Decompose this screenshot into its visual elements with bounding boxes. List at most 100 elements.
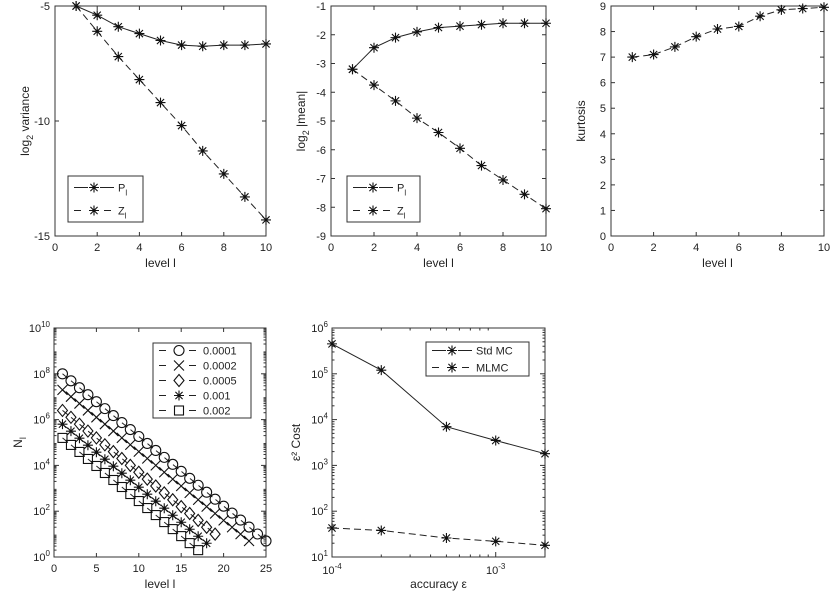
x-axis-label: accuracy ε: [410, 577, 467, 591]
x-tick-label: 8: [500, 242, 506, 254]
y-tick-label: -3: [316, 59, 326, 71]
data-point-diamond-marker: [73, 417, 86, 432]
x-tick-label: 8: [778, 242, 784, 254]
x-tick-label: 2: [651, 242, 657, 254]
data-point-star-center: [444, 536, 449, 540]
y-tick-label: 103: [311, 457, 328, 472]
data-point-star-center: [201, 149, 205, 153]
y-tick-label: 102: [33, 503, 50, 518]
x-tick-label: 10: [540, 242, 552, 254]
data-point-square-marker: [142, 503, 153, 514]
legend-marker-bg: [173, 344, 185, 357]
data-point-star-center: [372, 83, 376, 87]
y-axis-label: ε² Cost: [289, 423, 303, 461]
data-point-square-marker: [91, 460, 102, 472]
data-point-star-center: [379, 368, 383, 372]
data-point-star-center: [137, 485, 141, 489]
x-tick-label: 25: [260, 563, 272, 575]
data-point-diamond-marker: [192, 513, 204, 528]
x-tick-label: 0: [608, 242, 614, 254]
data-point-star-center: [69, 429, 73, 433]
data-point-star-center: [522, 192, 527, 196]
data-point-star-center: [494, 438, 498, 443]
series-4: [57, 419, 212, 549]
y-tick-label: 3: [600, 154, 606, 166]
data-point-star-center: [116, 55, 120, 59]
legend-star-center: [92, 208, 96, 213]
legend-star-center: [177, 393, 181, 398]
series-1: [56, 368, 272, 547]
series-1: [327, 338, 550, 459]
data-point-star-center: [95, 13, 99, 17]
y-tick-label: -8: [316, 202, 326, 214]
legend-label: MLMC: [476, 363, 508, 375]
data-point-cross-marker: [141, 453, 153, 464]
data-point-cross-marker: [235, 528, 246, 540]
data-point-star-center: [171, 513, 175, 517]
x-tick-label: 2: [94, 242, 100, 254]
data-point-star-center: [544, 21, 548, 25]
x-tick-label: 8: [221, 242, 227, 254]
x-tick-label: 5: [93, 563, 99, 575]
data-point-star-center: [673, 45, 677, 49]
legend-marker-bg: [173, 374, 185, 387]
data-point-star-center: [264, 218, 268, 222]
data-point-star-center: [180, 124, 184, 128]
data-point-square-marker: [116, 481, 127, 493]
data-point-cross-marker: [74, 398, 85, 409]
data-point-star-center: [715, 27, 720, 31]
data-point-star-center: [444, 425, 449, 429]
x-tick-label: 2: [371, 242, 377, 254]
x-axis-label: level l: [145, 577, 176, 591]
data-point-star-center: [330, 342, 334, 346]
data-point-cross-marker: [107, 425, 119, 437]
legend-label: Pl: [118, 183, 127, 198]
legend: Std MC MLMC: [425, 341, 530, 377]
data-point-star-center: [201, 44, 205, 48]
plot-area: [610, 5, 825, 237]
data-point-cross-marker: [226, 521, 238, 533]
data-point-diamond-marker: [116, 451, 128, 466]
legend-diamond-marker: [173, 373, 185, 388]
y-tick-label: 5: [600, 103, 606, 115]
data-point-star-center: [501, 21, 505, 25]
data-point-star-center: [458, 24, 462, 28]
data-point-circle-marker: [141, 437, 153, 450]
data-point-circle-marker: [251, 528, 264, 540]
data-point-star-center: [145, 492, 149, 496]
data-point-square-marker: [167, 524, 178, 535]
data-point-circle-marker: [192, 479, 204, 491]
y-tick-label: 104: [311, 412, 328, 427]
series-line: [632, 6, 825, 58]
data-point-circle-marker: [124, 423, 136, 436]
legend-label: Std MC: [476, 346, 513, 358]
data-point-cross-marker: [91, 411, 102, 423]
chart-4: 0 5 10 15 20 25 100 102 104 106 108 1010 level l Nl 0.…: [11, 320, 272, 591]
y-tick-label: 9: [600, 1, 606, 13]
data-point-circle-marker: [90, 396, 102, 408]
y-tick-label: 4: [600, 129, 606, 141]
data-point-star-center: [94, 450, 98, 454]
data-point-star-center: [60, 422, 65, 426]
data-point-square-marker: [82, 453, 93, 465]
data-point-circle-marker: [65, 375, 77, 387]
data-point-circle-marker: [184, 472, 196, 484]
data-point-cross-marker: [99, 418, 111, 430]
legend-label: 0.0005: [203, 376, 237, 388]
data-point-square-marker: [74, 446, 85, 457]
y-tick-label: -10: [34, 116, 50, 128]
data-point-star-center: [436, 130, 441, 135]
y-tick-label: 101: [311, 549, 328, 564]
legend-label: Zl: [397, 206, 406, 221]
data-point-star-center: [393, 99, 398, 103]
data-point-cross-marker: [65, 391, 77, 403]
legend-cross-marker: [173, 360, 185, 371]
data-point-cross-marker: [116, 432, 128, 444]
data-point-star-center: [77, 436, 82, 440]
legend-box: [67, 175, 144, 223]
data-point-star-center: [180, 43, 184, 47]
data-point-circle-marker: [201, 486, 213, 498]
data-point-cross-marker: [124, 439, 136, 451]
legend-star-center: [450, 365, 454, 370]
data-point-diamond-marker: [141, 472, 153, 486]
